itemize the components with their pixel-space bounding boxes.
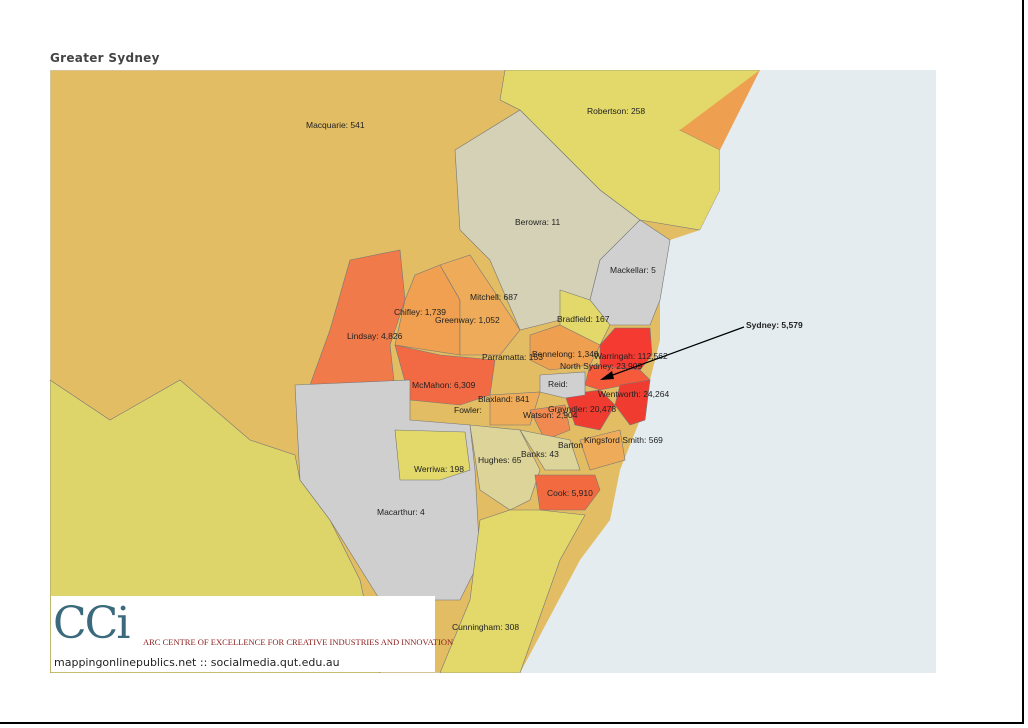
cunningham-region	[439, 509, 586, 673]
callout-arrow	[609, 326, 745, 377]
callout-label: Sydney: 5,579	[746, 320, 803, 330]
region-label: Barton	[558, 440, 583, 450]
callout-arrowhead	[600, 371, 614, 380]
region-label: Fowler:	[454, 405, 482, 415]
region-label: Berowra: 11	[515, 217, 560, 227]
region-label: Hughes: 65	[478, 455, 522, 465]
banks-region	[519, 429, 581, 471]
region-label: Grayndler: 20,478	[548, 404, 616, 414]
watson-region	[529, 404, 571, 441]
region-label: Werriwa: 198	[414, 464, 464, 474]
cook-region	[534, 474, 601, 511]
logo-name: ARC CENTRE OF EXCELLENCE FOR CREATIVE IN…	[143, 637, 454, 647]
region-label: Watson: 2,904	[523, 410, 578, 420]
kingsford-smith-region	[579, 429, 626, 471]
greenway-region	[439, 254, 521, 356]
grayndler-region	[564, 389, 616, 431]
blaxland-region	[489, 391, 541, 426]
robertson-east	[680, 70, 760, 150]
lindsay-region	[309, 249, 406, 391]
region-label: Robertson: 258	[587, 106, 645, 116]
region-label: Parramatta: 153	[482, 352, 543, 362]
map-title: Greater Sydney	[50, 51, 160, 65]
region-label: North Sydney: 23,909	[560, 361, 642, 371]
region-label: Wentworth: 24,264	[598, 389, 669, 399]
logo: CCi ARC CENTRE OF EXCELLENCE FOR CREATIV…	[51, 596, 453, 672]
map: Macquarie: 541 Robertson: 258 Berowra: 1…	[50, 70, 936, 673]
page-edge	[1022, 0, 1024, 724]
logo-links: mappingonlinepublics.net :: socialmedia.…	[54, 656, 340, 669]
region-label: Macquarie: 541	[306, 120, 365, 130]
region-label: Greenway: 1,052	[435, 315, 500, 325]
region-label: Mackellar: 5	[610, 265, 656, 275]
region-label: Cook: 5,910	[547, 488, 593, 498]
region-label: McMahon: 6,309	[412, 380, 476, 390]
region-label: Reid:	[548, 379, 568, 389]
region-label: Chifley: 1,739	[394, 307, 446, 317]
page-edge	[0, 722, 1024, 724]
wentworth-region	[614, 379, 651, 426]
region-label: Blaxland: 841	[478, 394, 530, 404]
logo-mark: CCi	[53, 598, 130, 649]
region-label: Bradfield: 167	[557, 314, 610, 324]
region-label: Banks: 43	[521, 449, 559, 459]
region-label: Bennelong: 1,348	[532, 349, 599, 359]
region-label: Warringah: 112,562	[594, 351, 668, 361]
sea	[520, 70, 936, 673]
region-label: Lindsay: 4,826	[347, 331, 403, 341]
reid-region	[539, 371, 586, 399]
region-label: Kingsford Smith: 569	[584, 435, 663, 445]
region-label: Cunningham: 308	[452, 622, 519, 632]
region-label: Mitchell: 687	[470, 292, 518, 302]
region-label: Macarthur: 4	[377, 507, 425, 517]
werriwa-region	[394, 429, 471, 481]
